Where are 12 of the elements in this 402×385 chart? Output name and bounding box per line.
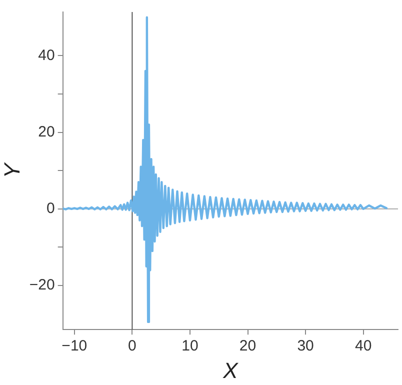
- x-tick-label: 40: [354, 338, 372, 355]
- x-tick-label: 10: [182, 338, 198, 355]
- y-axis-title: Y: [0, 162, 24, 178]
- x-axis-title: X: [222, 358, 240, 383]
- x-tick-label: 30: [297, 338, 314, 355]
- y-tick-label: −20: [29, 276, 55, 294]
- y-tick-label: 20: [38, 123, 55, 140]
- x-tick-label: 20: [239, 338, 256, 355]
- x-tick-label: 0: [128, 338, 136, 355]
- x-tick-label: −10: [62, 338, 88, 355]
- y-tick-label: 40: [38, 46, 55, 64]
- y-tick-label: 0: [46, 200, 55, 218]
